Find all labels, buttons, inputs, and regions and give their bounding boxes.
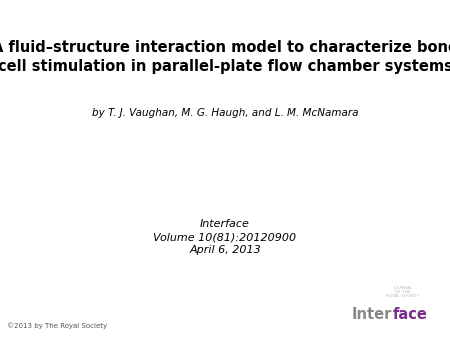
Text: JOURNAL
OF THE
ROYAL SOCIETY: JOURNAL OF THE ROYAL SOCIETY (386, 286, 419, 298)
Text: face: face (392, 307, 427, 322)
Text: ©2013 by The Royal Society: ©2013 by The Royal Society (7, 322, 107, 329)
Text: Interface
Volume 10(81):20120900
April 6, 2013: Interface Volume 10(81):20120900 April 6… (153, 219, 297, 255)
Text: A fluid–structure interaction model to characterize bone
cell stimulation in par: A fluid–structure interaction model to c… (0, 40, 450, 74)
Text: by T. J. Vaughan, M. G. Haugh, and L. M. McNamara: by T. J. Vaughan, M. G. Haugh, and L. M.… (92, 108, 358, 118)
Text: Inter: Inter (352, 307, 392, 322)
